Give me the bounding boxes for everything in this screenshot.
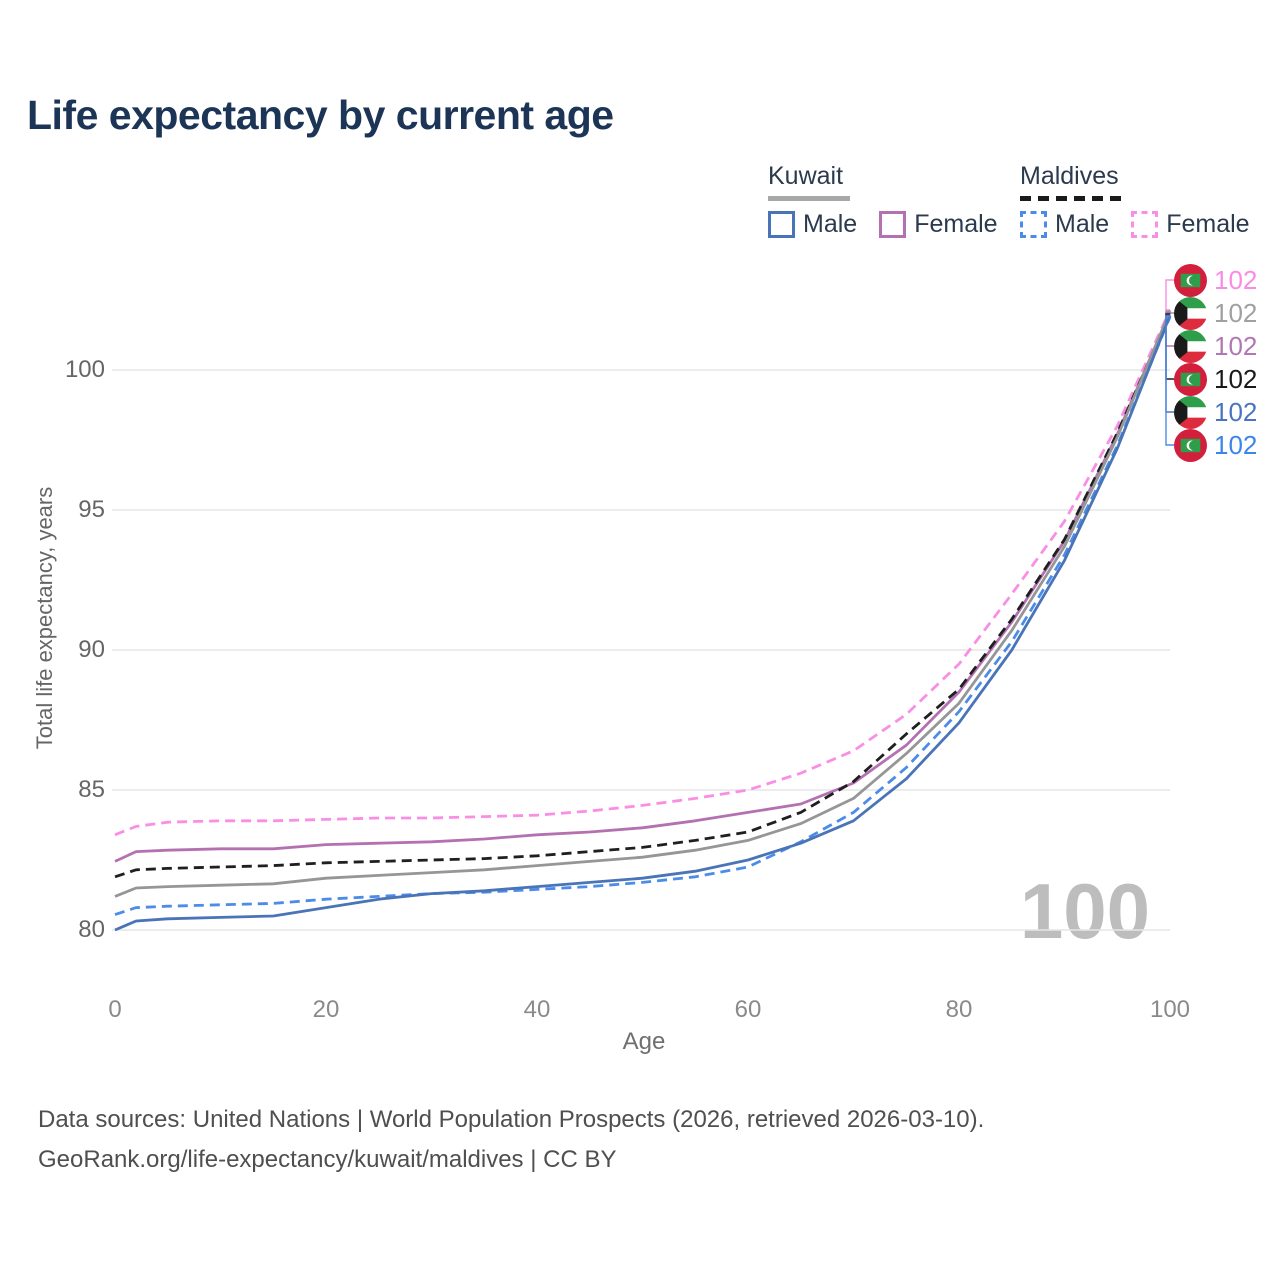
legend-item-label: Female [1166, 210, 1250, 238]
series-line-kuwait_male [114, 314, 1172, 932]
series-line-maldives_male [114, 316, 1172, 916]
leader-line-maldives_male [1165, 316, 1174, 446]
end-value-label: 102 [1214, 264, 1258, 295]
legend-item-kuwait-female[interactable]: Female [879, 210, 998, 239]
legend-country-kuwait[interactable]: Kuwait [768, 162, 844, 190]
legend-item-maldives-male[interactable]: Male [1020, 210, 1109, 239]
kuwait-flag-icon [1174, 296, 1207, 330]
legend-item-label: Female [914, 210, 998, 238]
series-line-kuwait_total [114, 310, 1172, 898]
page-title: Life expectancy by current age [27, 92, 614, 138]
y-tick-label: 90 [78, 636, 105, 663]
maldives-flag-icon [1174, 263, 1207, 297]
x-tick-label: 60 [734, 996, 762, 1023]
kuwait-flag-icon [1174, 329, 1207, 363]
end-label-row-maldives_total: 102 [1174, 362, 1258, 396]
x-tick-label: 20 [312, 996, 340, 1023]
x-tick-label: 40 [523, 996, 551, 1023]
maldives-male-swatch-icon [1020, 211, 1047, 238]
kuwait-male-swatch-icon [768, 211, 795, 238]
maldives-flag-icon [1174, 428, 1207, 462]
end-label-row-maldives_male: 102 [1174, 428, 1258, 462]
x-tick-label: 0 [108, 996, 122, 1023]
legend-group-maldives: Maldives Male Female [1020, 162, 1250, 239]
series-line-maldives_female [114, 309, 1172, 837]
series-line-kuwait_female [114, 312, 1172, 863]
attribution-text: GeoRank.org/life-expectancy/kuwait/maldi… [38, 1146, 617, 1173]
kuwait-female-swatch-icon [879, 211, 907, 238]
x-axis-title: Age [622, 1028, 666, 1055]
age-watermark: 100 [1019, 867, 1150, 955]
legend-underline-kuwait [768, 196, 850, 201]
end-label-row-kuwait_male: 102 [1174, 395, 1258, 429]
y-tick-label: 100 [64, 356, 105, 383]
y-tick-label: 95 [78, 496, 105, 523]
data-sources-text: Data sources: United Nations | World Pop… [38, 1106, 985, 1133]
legend-item-label: Male [803, 210, 858, 238]
end-value-label: 102 [1214, 429, 1258, 460]
legend-item-maldives-female[interactable]: Female [1131, 210, 1250, 239]
legend-item-label: Male [1055, 210, 1110, 238]
maldives-female-swatch-icon [1131, 211, 1159, 238]
maldives-flag-icon [1174, 362, 1207, 396]
leader-line-kuwait_male [1165, 314, 1174, 413]
legend-group-kuwait: Kuwait Male Female [768, 162, 998, 239]
kuwait-flag-icon [1174, 395, 1207, 429]
legend-item-kuwait-male[interactable]: Male [768, 210, 857, 239]
end-value-label: 102 [1214, 330, 1258, 361]
legend-underline-maldives [1020, 196, 1125, 201]
end-label-row-kuwait_total: 102 [1174, 296, 1258, 330]
end-label-row-maldives_female: 102 [1174, 263, 1258, 297]
end-value-label: 102 [1214, 297, 1258, 328]
series-line-maldives_total [114, 313, 1172, 879]
x-tick-label: 100 [1149, 996, 1191, 1023]
legend-country-maldives[interactable]: Maldives [1020, 162, 1119, 190]
y-axis-title: Total life expectancy, years [32, 486, 57, 750]
end-label-row-kuwait_female: 102 [1174, 329, 1258, 363]
y-tick-label: 80 [78, 916, 105, 943]
leader-line-maldives_female [1165, 279, 1174, 311]
y-tick-label: 85 [78, 776, 105, 803]
end-value-label: 102 [1214, 363, 1258, 394]
x-tick-label: 80 [945, 996, 973, 1023]
end-value-label: 102 [1214, 396, 1258, 427]
